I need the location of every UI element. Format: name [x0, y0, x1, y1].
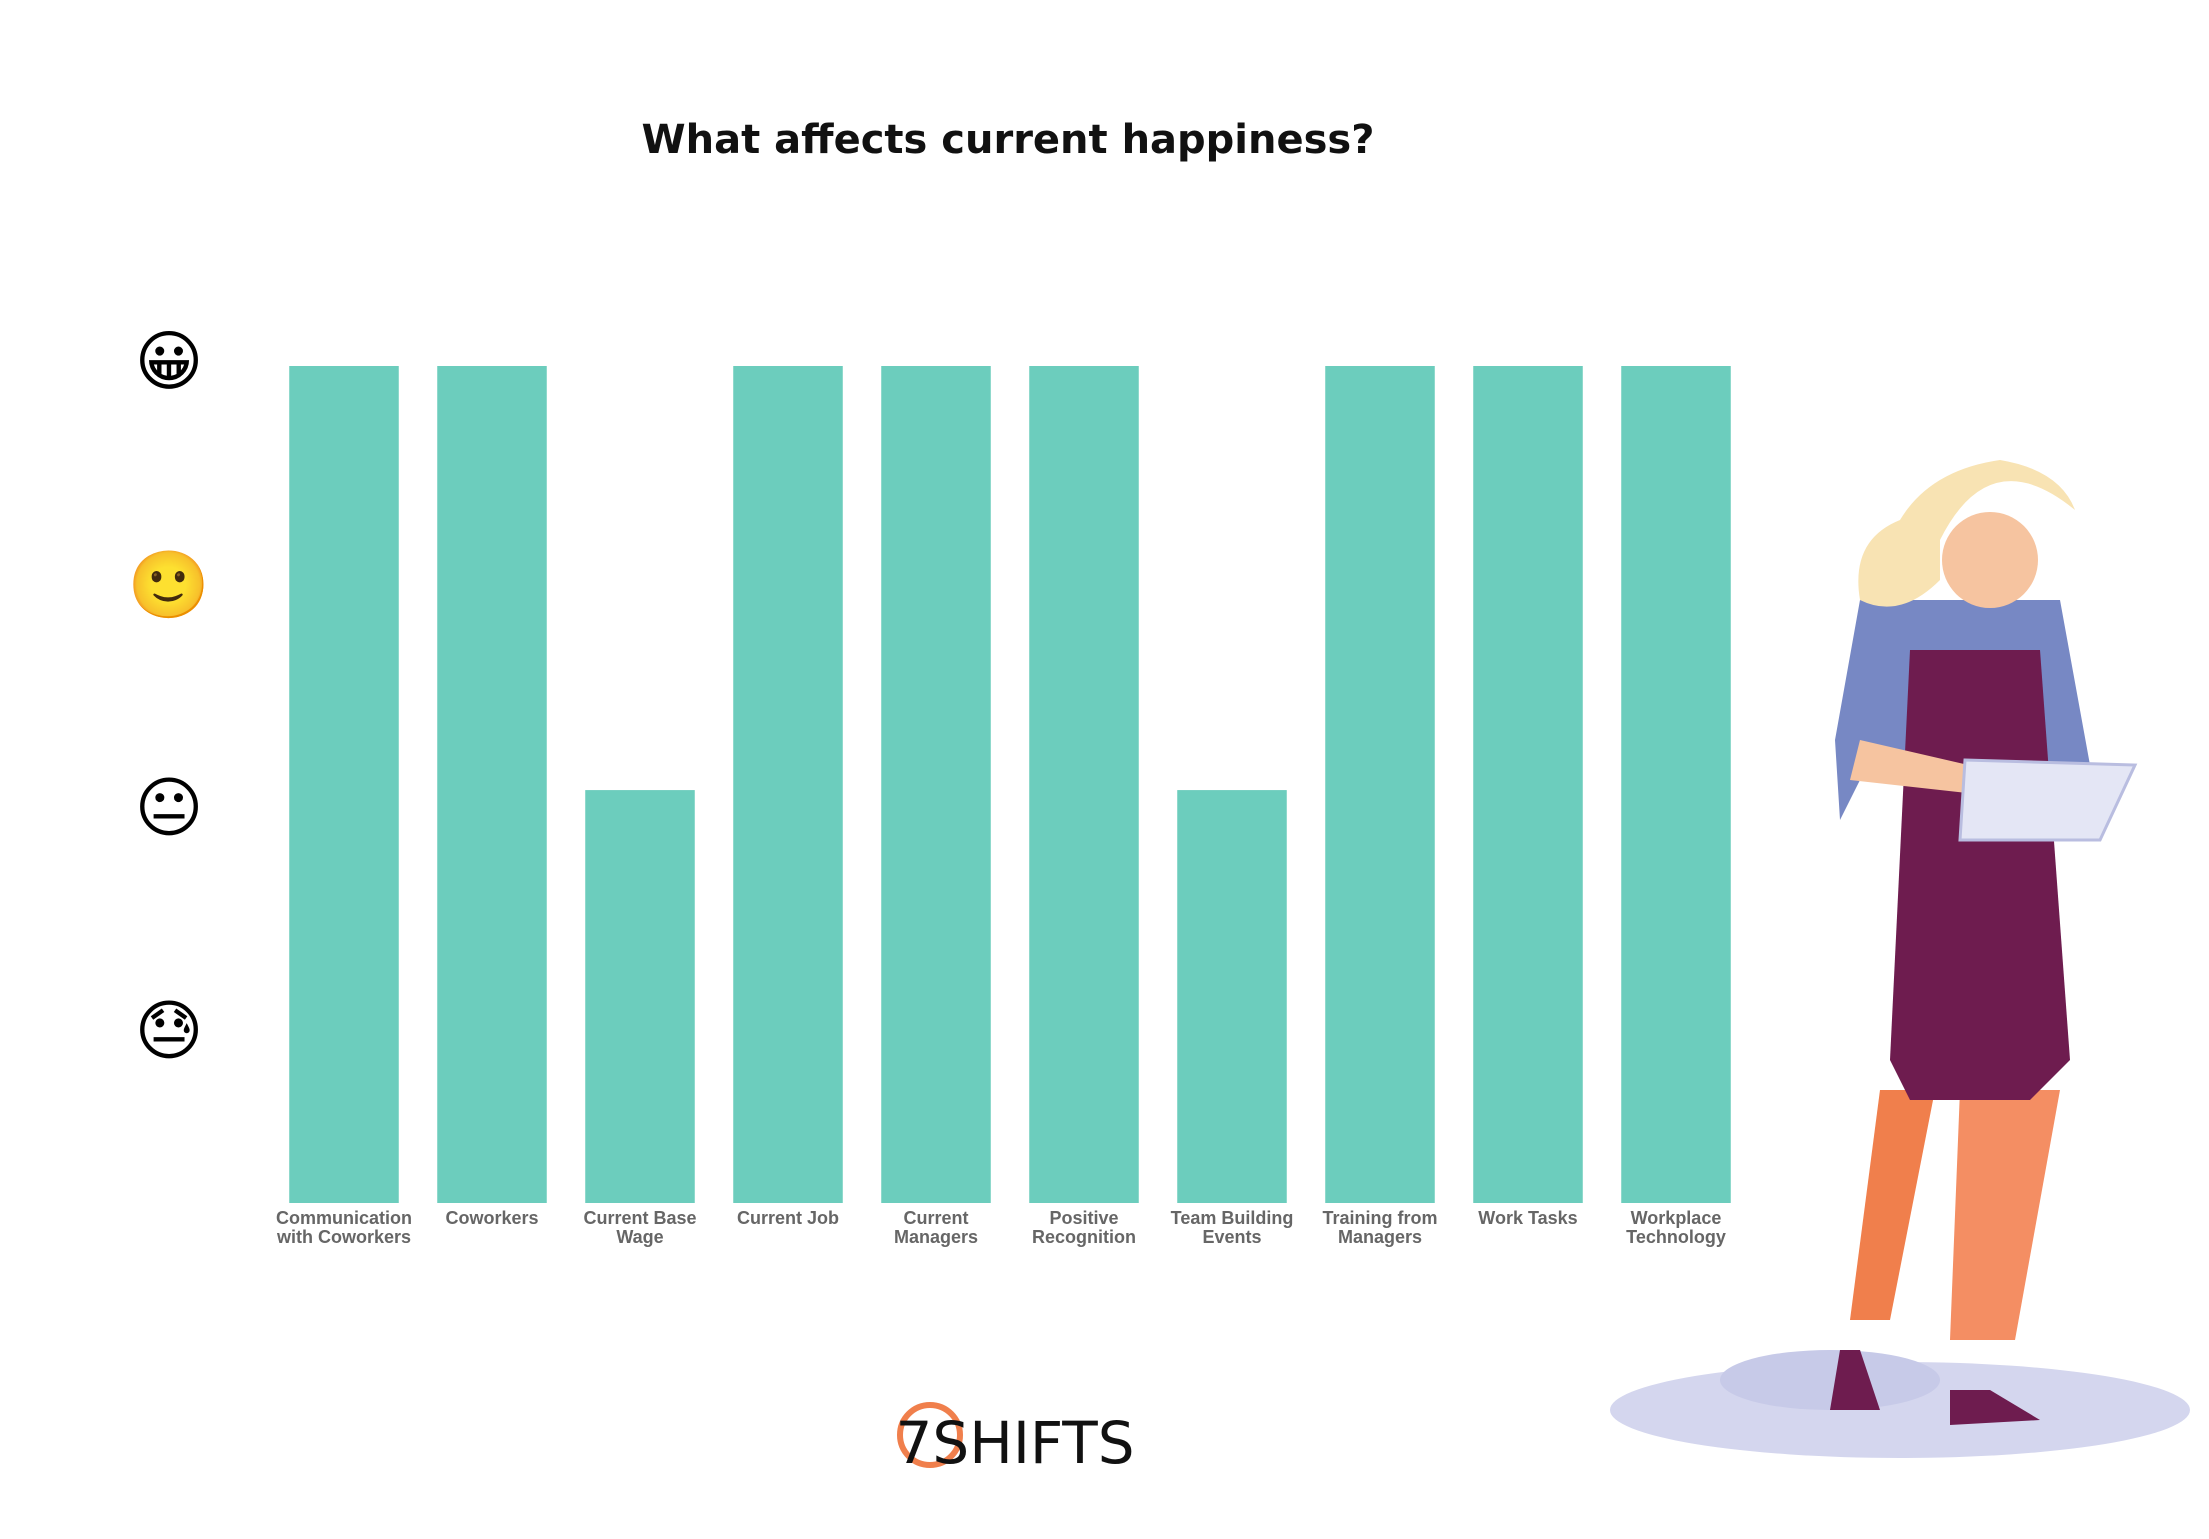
- x-tick-label: Current Base Wage: [583, 1208, 697, 1247]
- y-tick-label: 🙂: [128, 546, 210, 623]
- bar: [733, 366, 843, 1203]
- x-tick-label: Current Managers: [893, 1208, 979, 1247]
- bar: [881, 366, 991, 1203]
- bar: [1621, 366, 1731, 1203]
- logo-ring: [897, 1402, 963, 1468]
- x-tick-label: Coworkers: [445, 1208, 539, 1228]
- x-tick-label: Communication with Coworkers: [275, 1208, 412, 1247]
- x-tick-label: Work Tasks: [1478, 1208, 1578, 1228]
- bar: [1325, 366, 1435, 1203]
- chart-title: What affects current happiness?: [642, 117, 1375, 163]
- bar: [1473, 366, 1583, 1203]
- y-tick-label: 😀: [135, 323, 204, 400]
- bar: [1029, 366, 1139, 1203]
- bar: [1177, 790, 1287, 1203]
- bar: [585, 790, 695, 1203]
- x-tick-label: Workplace Technology: [1626, 1208, 1726, 1247]
- y-tick-label: 😓: [135, 993, 204, 1070]
- y-tick-label: 😐: [135, 769, 204, 846]
- x-tick-label: Positive Recognition: [1032, 1208, 1136, 1247]
- x-tick-label: Current Job: [736, 1208, 839, 1228]
- illustration: [1610, 460, 2190, 1458]
- x-tick-label: Training from Managers: [1322, 1208, 1438, 1247]
- bar: [437, 366, 547, 1203]
- bar: [289, 366, 399, 1203]
- logo: 7SHIFTS: [895, 1409, 1134, 1477]
- x-tick-label: Team Building Events: [1170, 1208, 1294, 1247]
